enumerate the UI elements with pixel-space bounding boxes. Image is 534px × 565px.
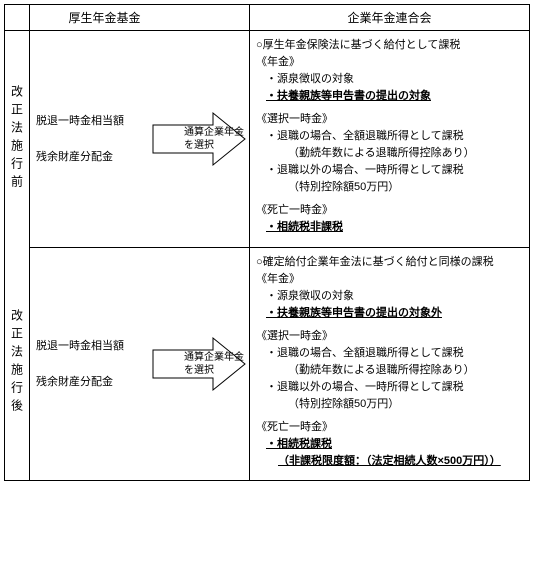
before-s2-b2p: （特別控除額50万円） xyxy=(256,179,523,196)
before-s2-b2: ・退職以外の場合、一時所得として課税 xyxy=(256,162,523,179)
after-s2: 《選択一時金》 xyxy=(256,328,523,345)
after-s2-b1p: （勤続年数による退職所得控除あり） xyxy=(256,362,523,379)
row-after-vlabel: 改正法施行後 xyxy=(5,247,29,481)
row-before-arrow-cell: 通算企業年金 を選択 xyxy=(179,31,249,247)
after-head: ○確定給付企業年金法に基づく給付と同様の課税 xyxy=(256,254,523,271)
before-s1-b1: ・源泉徴収の対象 xyxy=(256,71,523,88)
before-s2-b1p: （勤続年数による退職所得控除あり） xyxy=(256,145,523,162)
arrow-label-l1: 通算企業年金 xyxy=(184,126,244,139)
row-before-right: ○厚生年金保険法に基づく給付として課税 《年金》 ・源泉徴収の対象 ・扶養親族等… xyxy=(249,31,529,247)
before-s1-b2: ・扶養親族等申告書の提出の対象 xyxy=(256,88,523,105)
comparison-table: 厚生年金基金 企業年金連合会 改正法施行前 脱退一時金相当額 残余財産分配金 通… xyxy=(4,4,530,481)
before-s2: 《選択一時金》 xyxy=(256,111,523,128)
after-s1: 《年金》 xyxy=(256,271,523,288)
after-s3-b1: ・相続税課税 xyxy=(256,436,523,453)
arrow-label: 通算企業年金 を選択 xyxy=(184,126,244,152)
header-col-arrow xyxy=(179,5,249,31)
after-s2-b2: ・退職以外の場合、一時所得として課税 xyxy=(256,379,523,396)
after-s2-b2p: （特別控除額50万円） xyxy=(256,396,523,413)
before-s3: 《死亡一時金》 xyxy=(256,202,523,219)
after-s1-b2: ・扶養親族等申告書の提出の対象外 xyxy=(256,305,523,322)
after-s3-b1p: （非課税限度額：（法定相続人数×500万円）） xyxy=(256,453,523,470)
row-before-vlabel: 改正法施行前 xyxy=(5,31,29,247)
header-col1: 厚生年金基金 xyxy=(29,5,179,31)
row-after-arrow: 通算企業年金 を選択 xyxy=(179,247,249,481)
before-s3-b1: ・相続税非課税 xyxy=(256,219,523,236)
before-s1: 《年金》 xyxy=(256,54,523,71)
after-s2-b1: ・退職の場合、全額退職所得として課税 xyxy=(256,345,523,362)
arrow-label-l2: を選択 xyxy=(184,364,244,377)
after-s3: 《死亡一時金》 xyxy=(256,419,523,436)
header-blank xyxy=(5,5,29,31)
arrow-label-l2: を選択 xyxy=(184,139,244,152)
header-col2: 企業年金連合会 xyxy=(249,5,529,31)
after-s1-b1: ・源泉徴収の対象 xyxy=(256,288,523,305)
before-s2-b1: ・退職の場合、全額退職所得として課税 xyxy=(256,128,523,145)
arrow-label-l1: 通算企業年金 xyxy=(184,351,244,364)
arrow-label: 通算企業年金 を選択 xyxy=(184,351,244,377)
before-head: ○厚生年金保険法に基づく給付として課税 xyxy=(256,37,523,54)
row-after-right: ○確定給付企業年金法に基づく給付と同様の課税 《年金》 ・源泉徴収の対象 ・扶養… xyxy=(249,247,529,481)
